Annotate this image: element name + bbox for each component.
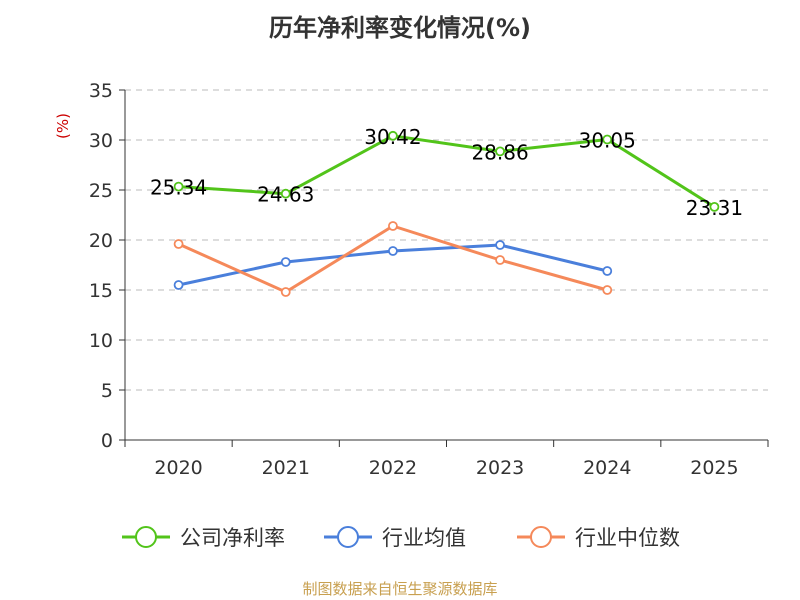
data-point <box>495 146 505 157</box>
data-point <box>388 246 398 256</box>
y-tick-label: 15 <box>89 280 113 302</box>
data-label: 28.86 <box>471 140 528 164</box>
legend-marker <box>135 526 157 548</box>
y-tick-label: 30 <box>89 130 113 152</box>
legend-label: 公司净利率 <box>180 526 285 550</box>
data-point <box>388 130 398 141</box>
data-label: 23.31 <box>686 196 743 220</box>
data-point <box>495 255 505 265</box>
x-tick-label: 2021 <box>262 457 310 479</box>
data-label: 30.05 <box>579 129 636 153</box>
data-point <box>173 239 184 249</box>
y-tick-label: 0 <box>101 430 113 452</box>
x-tick-label: 2022 <box>369 457 417 479</box>
y-tick-label: 25 <box>89 180 113 202</box>
y-tick-label: 35 <box>89 80 113 102</box>
data-point <box>173 280 184 290</box>
chart-title: 历年净利率变化情况(%) <box>269 14 531 42</box>
legend-label: 行业中位数 <box>575 526 680 550</box>
y-tick-label: 5 <box>101 380 113 402</box>
data-label: 24.63 <box>257 183 314 207</box>
legend-item: 公司净利率 <box>122 526 285 550</box>
x-tick-label: 2024 <box>583 457 631 479</box>
data-point <box>388 221 398 231</box>
data-point <box>602 266 613 276</box>
data-point <box>280 188 291 199</box>
legend-item: 行业中位数 <box>517 526 680 550</box>
y-axis-label: (%) <box>54 113 72 139</box>
data-point <box>280 257 291 267</box>
data-point <box>602 134 613 145</box>
data-label: 25.34 <box>150 176 207 200</box>
series-line-2 <box>177 224 608 294</box>
data-point <box>709 201 720 212</box>
y-tick-label: 20 <box>89 230 113 252</box>
x-tick-label: 2020 <box>154 457 202 479</box>
y-tick-label: 10 <box>89 330 113 352</box>
series-line-0 <box>178 134 716 209</box>
data-point <box>280 287 291 297</box>
source-note: 制图数据来自恒生聚源数据库 <box>302 580 498 598</box>
data-label: 30.42 <box>364 125 421 149</box>
data-point <box>602 285 613 295</box>
legend-label: 行业均值 <box>382 526 466 550</box>
legend-item: 行业均值 <box>324 526 466 550</box>
data-point <box>173 181 184 192</box>
legend-marker <box>337 526 359 548</box>
legend-marker <box>530 526 552 548</box>
data-point <box>495 240 505 250</box>
x-tick-label: 2025 <box>690 457 738 479</box>
x-tick-label: 2023 <box>476 457 524 479</box>
